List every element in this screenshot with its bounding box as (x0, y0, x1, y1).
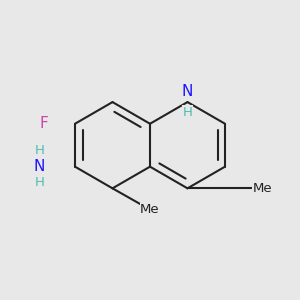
Text: N: N (34, 159, 45, 174)
Text: H: H (34, 143, 44, 157)
Text: F: F (39, 116, 48, 131)
Text: Me: Me (140, 203, 160, 216)
Text: Me: Me (253, 182, 272, 195)
Text: H: H (183, 106, 192, 119)
Text: H: H (34, 176, 44, 189)
Text: N: N (182, 84, 193, 99)
